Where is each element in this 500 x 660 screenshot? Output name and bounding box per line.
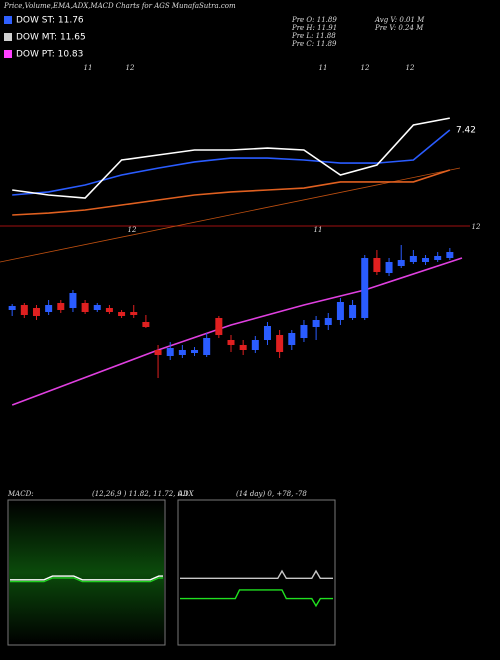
candle-body <box>312 320 320 327</box>
candle-body <box>215 318 223 335</box>
candle-body <box>239 345 247 350</box>
candle-body <box>434 256 442 260</box>
candle-body <box>361 258 369 318</box>
series-line <box>12 129 451 196</box>
series-line <box>12 117 450 199</box>
legend-swatch <box>4 16 12 24</box>
annotation: 11 <box>319 64 328 72</box>
macd-frame <box>7 499 166 646</box>
adx-frame <box>177 499 336 646</box>
annotation: 12 <box>472 223 481 231</box>
series-line <box>10 577 163 583</box>
candle-body <box>45 305 53 312</box>
candle-body <box>203 338 211 355</box>
candle-body <box>227 340 235 345</box>
candle-body <box>288 333 296 345</box>
candle-body <box>409 256 417 262</box>
candle-body <box>251 340 259 350</box>
candle-body <box>385 262 393 273</box>
candle-body <box>130 312 138 315</box>
chart-title: Price,Volume,EMA,ADX,MACD Charts for AGS… <box>3 2 236 10</box>
series-line <box>12 169 451 216</box>
legend-label: DOW ST: 11.76 <box>16 16 84 26</box>
trend-line <box>0 167 461 263</box>
panel-subtitle: (12,26,9 ) 11.82, 11.72, 0.1 <box>92 490 189 498</box>
annotation: 11 <box>314 226 323 234</box>
info-text: Pre O: 11.89 <box>291 16 337 24</box>
series-line <box>10 575 163 581</box>
candle-body <box>20 305 28 315</box>
candle-body <box>446 252 454 258</box>
candle-body <box>349 305 357 318</box>
candle-body <box>300 325 308 338</box>
annotation: 12 <box>126 64 135 72</box>
candle-body <box>191 350 199 353</box>
candle-body <box>8 306 16 310</box>
info-text: Pre V: 0.24 M <box>374 24 424 32</box>
info-text: Pre L: 11.88 <box>291 32 336 40</box>
candle-body <box>263 326 271 340</box>
candle-body <box>154 350 162 355</box>
candle-body <box>166 348 174 356</box>
info-text: Pre C: 11.89 <box>291 40 337 48</box>
candle-body <box>373 258 381 272</box>
legend-swatch <box>4 33 12 41</box>
annotation: 7.42 <box>456 126 476 136</box>
candle-body <box>276 335 284 352</box>
candle-body <box>57 303 65 310</box>
series-line <box>11 257 463 406</box>
candle-body <box>105 308 113 312</box>
legend-label: DOW MT: 11.65 <box>16 33 86 43</box>
annotation: 11 <box>84 64 93 72</box>
candle-body <box>336 302 344 320</box>
candle-body <box>32 308 40 316</box>
candle-body <box>422 258 430 262</box>
candle-body <box>397 260 405 266</box>
candle-body <box>93 305 101 310</box>
panel-subtitle: (14 day) 0, +78, -78 <box>236 490 307 498</box>
annotation: 12 <box>406 64 415 72</box>
legend-swatch <box>4 50 12 58</box>
info-text: Pre H: 11.91 <box>291 24 337 32</box>
candle-body <box>118 312 126 316</box>
candle-body <box>81 303 89 312</box>
candle-body <box>324 318 332 325</box>
candle-body <box>178 350 186 355</box>
panel-title: ADX <box>177 490 195 498</box>
macd-shade <box>9 501 164 644</box>
panel-title: MACD: <box>7 490 34 498</box>
annotation: 12 <box>128 226 137 234</box>
annotation: 12 <box>361 64 370 72</box>
candle-body <box>142 322 150 327</box>
legend-label: DOW PT: 10.83 <box>16 50 83 60</box>
candle-body <box>69 293 77 308</box>
series-line <box>180 589 333 608</box>
series-line <box>180 569 333 579</box>
info-text: Avg V: 0.01 M <box>374 16 425 24</box>
